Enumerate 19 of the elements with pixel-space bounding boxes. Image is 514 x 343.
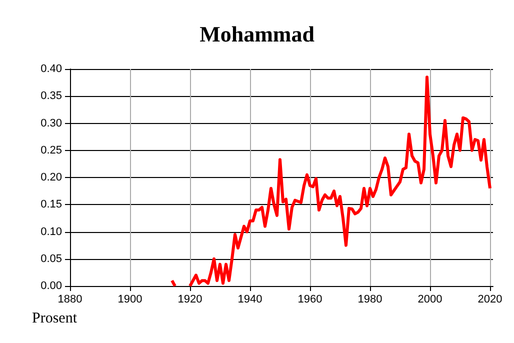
x-tick-label: 1880: [58, 294, 82, 306]
x-tick-label: 1940: [238, 294, 262, 306]
x-tick-label: 1900: [118, 294, 142, 306]
x-tick-label: 2000: [418, 294, 442, 306]
y-tick-label: 0.30: [40, 117, 62, 130]
y-tick-label: 0.35: [40, 90, 62, 102]
y-tick-label: 0.15: [40, 198, 62, 211]
x-tick-label: 2020: [478, 294, 502, 306]
y-axis-title: Prosent: [32, 310, 78, 326]
y-tick-label: 0.10: [40, 226, 62, 238]
chart-title: Mohammad: [200, 22, 314, 46]
y-tick-label: 0.40: [40, 63, 62, 75]
y-tick-label: 0.25: [40, 144, 62, 156]
y-tick-label: 0.05: [40, 252, 62, 265]
x-tick-label: 1980: [358, 294, 382, 306]
y-tick-label: 0.00: [40, 280, 62, 292]
x-tick-label: 1960: [298, 294, 322, 306]
x-tick-label: 1920: [178, 294, 202, 306]
y-tick-label: 0.20: [40, 172, 62, 184]
